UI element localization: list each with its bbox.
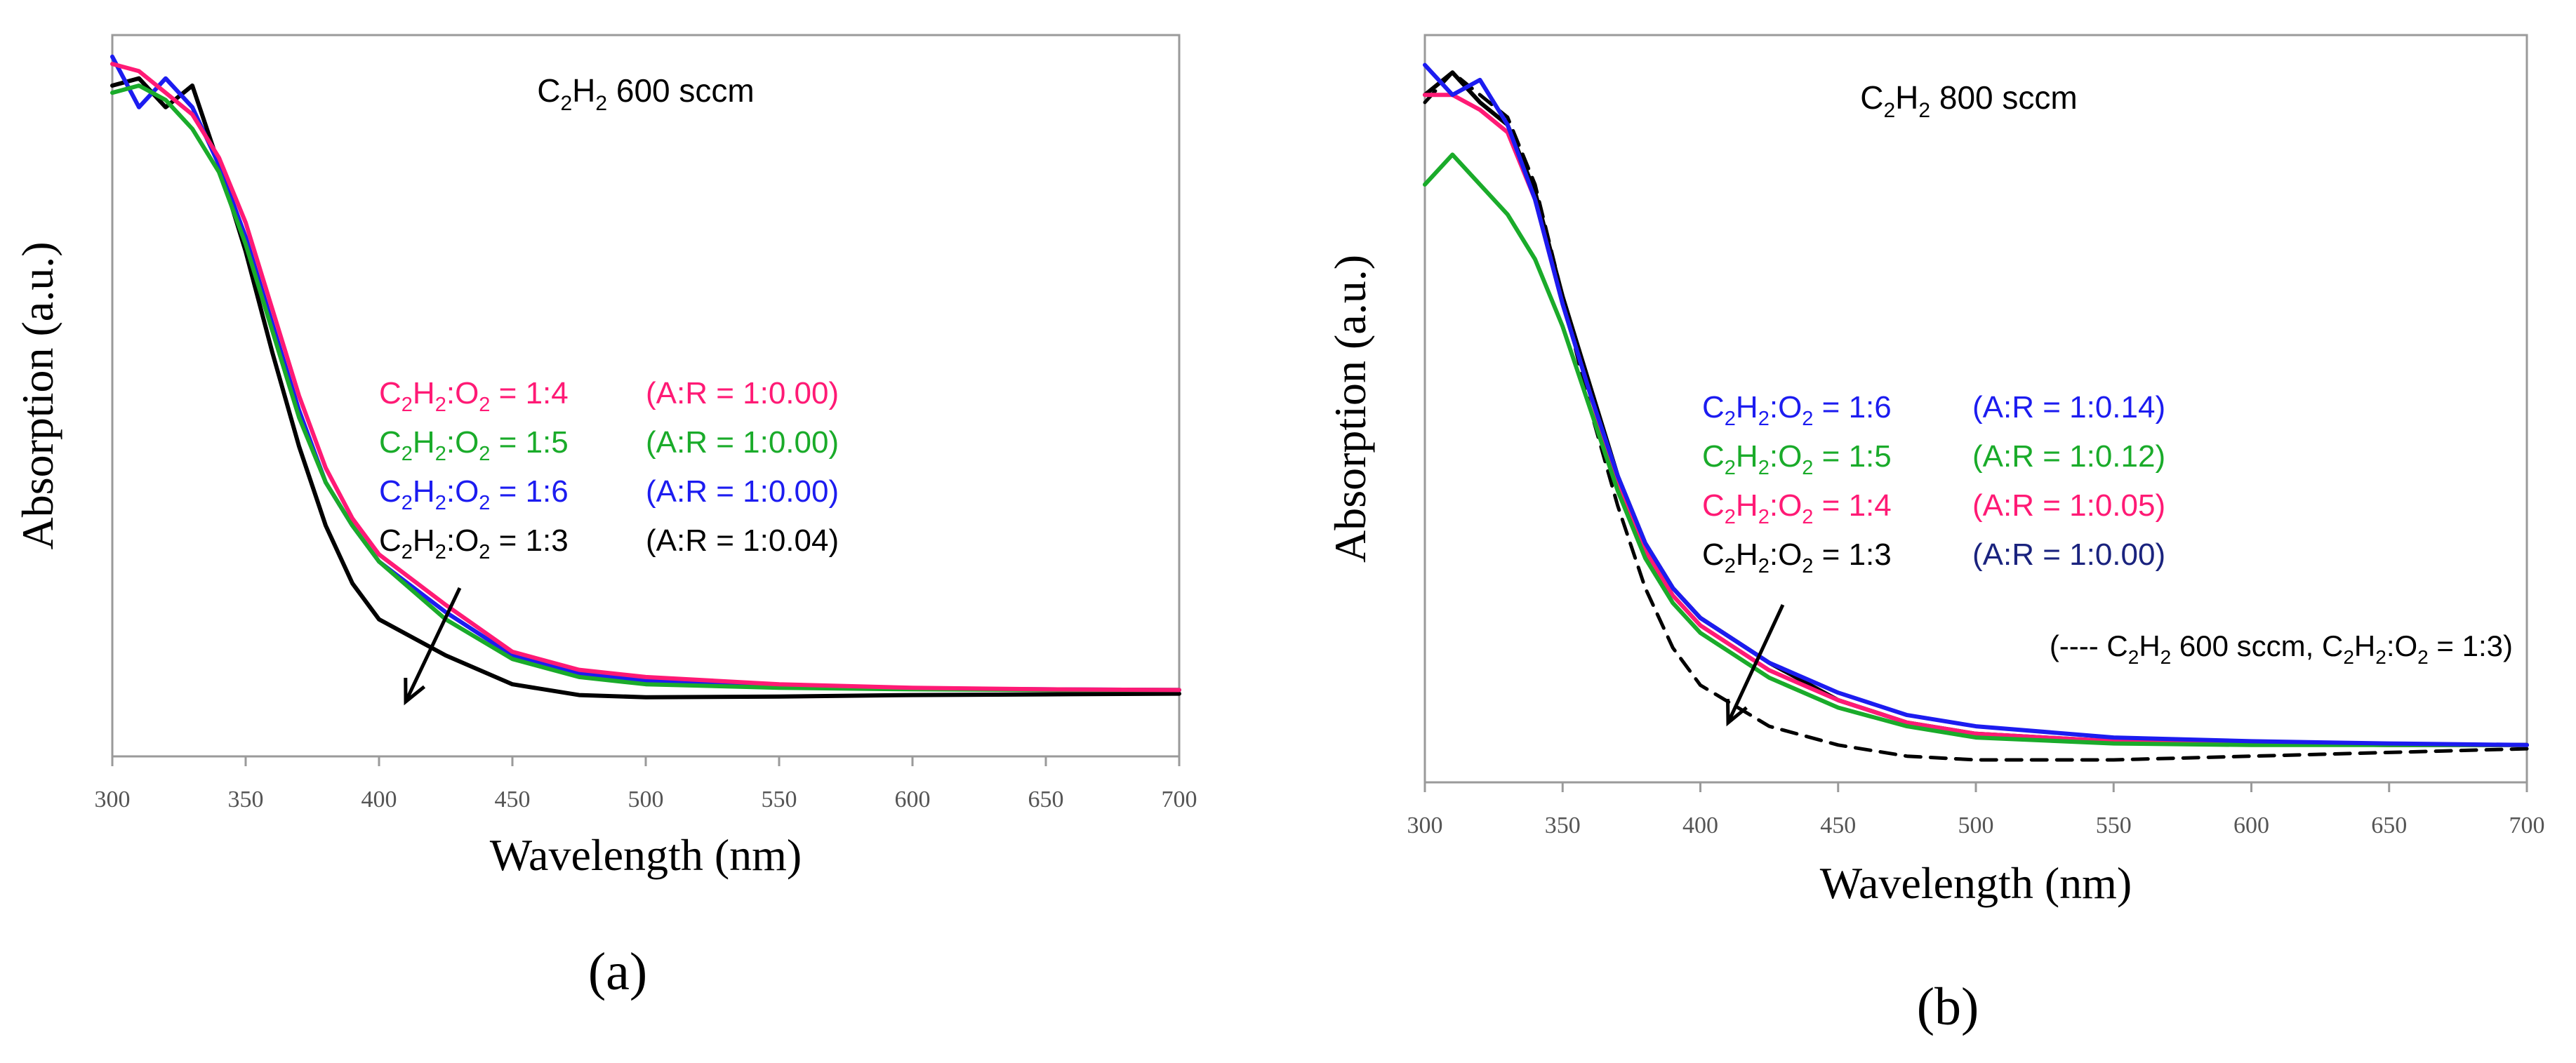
legend-ratio-label: (A:R = 1:0.00) [646,474,839,509]
series-group [110,54,1181,700]
chart-panel-a: 300 350 400 450 500 550 600 650 700 Wavelength (n… [13,34,1197,1001]
x-tick-label: 650 [2371,813,2407,838]
chart-title: C2H2 800 sccm [1860,79,2077,122]
legend-entry: C2H2:O2 = 1:6 [1702,390,1892,430]
legend-entry: C2H2:O2 = 1:4 [1702,488,1892,528]
panel-label: (b) [1917,977,1979,1036]
series-line [1423,93,2529,747]
x-tick-label: 400 [361,787,397,813]
x-axis-label: Wavelength (nm) [490,830,802,880]
series-group [1423,62,2529,762]
x-tick-label: 550 [762,787,797,813]
trend-arrow-head [1726,698,1748,727]
x-tick-label: 550 [2096,813,2132,838]
trend-arrow [1726,603,1785,724]
y-axis-label: Absorption (a.u.) [1325,255,1375,563]
x-tick-label: 500 [1958,813,1994,838]
legend-ratio-label: (A:R = 1:0.00) [1972,537,2165,572]
dashed-line-note: (---- C2H2 600 sccm, C2H2:O2 = 1:3) [2050,629,2513,668]
x-tick-label: 450 [495,787,531,813]
legend-ratio-label: (A:R = 1:0.12) [1972,439,2165,474]
legend-entry: C2H2:O2 = 1:3 [379,523,569,563]
x-axis-label: Wavelength (nm) [1820,858,2132,908]
legend-ratio-label: (A:R = 1:0.05) [1972,488,2165,523]
legend-entry: C2H2:O2 = 1:5 [379,425,569,465]
series-line [110,76,1181,700]
series-line [110,83,1181,693]
series-line [1423,70,2529,762]
chart-panel-b: 300 350 400 450 500 550 600 650 700 Wavelength (n… [1325,34,2545,1036]
x-tick-label: 500 [628,787,664,813]
x-tick-label: 350 [1545,813,1581,838]
legend-entry: C2H2:O2 = 1:6 [379,474,569,514]
trend-arrow [404,587,462,703]
legend-ratio-label: (A:R = 1:0.00) [646,376,839,410]
legend-ratio-label: (A:R = 1:0.00) [646,425,839,460]
legend-entry: C2H2:O2 = 1:3 [1702,537,1892,577]
x-tick-label: 700 [1162,787,1197,813]
legend-ratio-label: (A:R = 1:0.04) [646,523,839,558]
y-axis-label: Absorption (a.u.) [13,241,62,549]
x-tick-label: 650 [1028,787,1064,813]
series-line [1423,62,2529,747]
x-tick-label: 700 [2509,813,2545,838]
legend-entry: C2H2:O2 = 1:4 [379,376,569,416]
x-tick-label: 450 [1820,813,1856,838]
chart-title: C2H2 600 sccm [537,72,754,115]
series-line [110,54,1181,693]
x-tick-label: 350 [228,787,264,813]
x-tick-label: 600 [895,787,931,813]
x-tick-label: 300 [95,787,131,813]
legend-entry: C2H2:O2 = 1:5 [1702,439,1892,479]
series-line [1423,152,2529,747]
x-tick-label: 300 [1407,813,1443,838]
x-tick-label: 400 [1682,813,1718,838]
legend-ratio-label: (A:R = 1:0.14) [1972,390,2165,424]
series-line [110,62,1181,693]
panel-label: (a) [588,942,647,1001]
trend-arrow-head [404,677,426,706]
x-tick-label: 600 [2233,813,2269,838]
